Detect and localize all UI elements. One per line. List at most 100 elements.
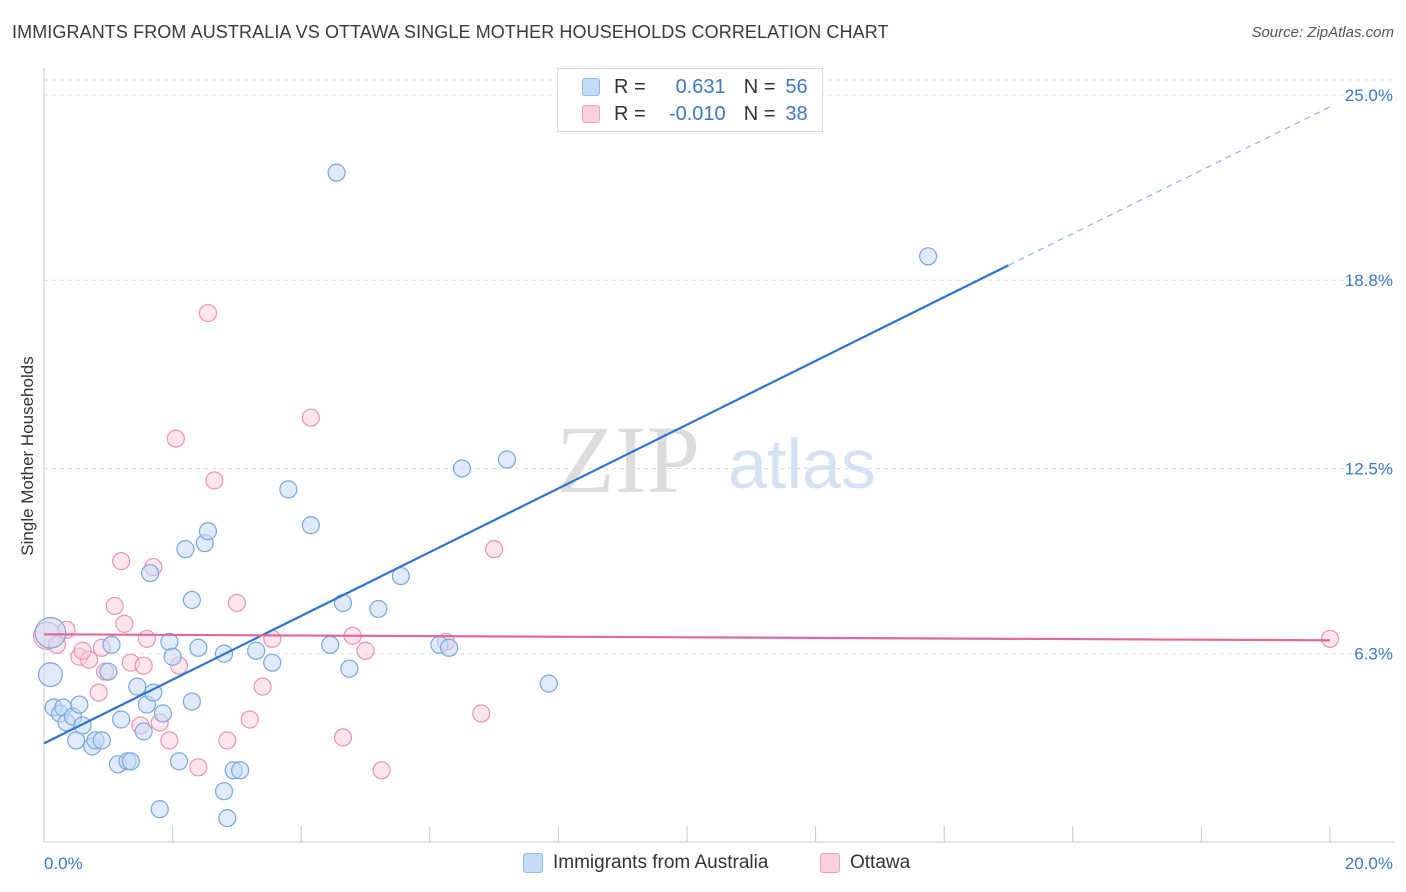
point-australia [452,459,472,478]
point-ottawa [105,596,124,616]
point-australia [214,782,234,801]
point-australia [99,662,118,681]
bottom-legend-australia: Immigrants from Australia [523,852,768,874]
point-australia [140,563,160,583]
point-australia [121,752,140,771]
legend-r-label: R = [614,102,646,125]
point-ottawa [198,303,218,323]
point-australia [218,808,237,828]
point-ottawa [115,614,134,633]
point-australia [231,761,250,780]
trend-line-australia-extension [1008,106,1331,266]
point-australia [327,163,346,182]
grid-lines [44,79,1395,655]
bottom-legend-swatch-ottawa [820,853,840,873]
point-australia [150,800,169,819]
point-australia [128,677,147,696]
point-australia [497,450,517,469]
y-tick-label: 18.8% [1345,271,1393,290]
legend-row-australia: R = 0.631 N = 56 [582,75,808,99]
point-ottawa [472,704,491,723]
point-australia [539,674,558,693]
correlation-legend: R = 0.631 N = 56 R = -0.010 N = 38 [557,68,823,132]
point-ottawa [227,593,246,613]
point-ottawa [166,429,185,448]
point-australia [340,659,359,678]
point-australia [92,731,111,750]
legend-r-value-australia: 0.631 [675,75,726,98]
watermark-atlas: atlas [728,425,876,503]
chart-title: IMMIGRANTS FROM AUSTRALIA VS OTTAWA SING… [12,22,889,42]
point-australia [439,638,459,657]
point-australia [102,635,121,654]
trend-line-ottawa [43,633,1331,642]
point-australia [37,662,63,688]
y-axis-label: Single Mother Households [18,356,37,556]
legend-r-value-ottawa: -0.010 [668,102,726,125]
x-tick-label: 0.0% [44,854,83,873]
point-australia [247,641,266,660]
tick-labels: 6.3% 12.5% 18.8% 25.0% 0.0% 20.0% [44,86,1393,873]
bottom-legend-ottawa: Ottawa [820,852,910,874]
points-ottawa [33,303,1340,780]
point-ottawa [253,677,272,696]
point-ottawa [89,683,108,702]
point-australia [70,695,89,714]
point-ottawa [205,471,224,490]
source-note: Source: ZipAtlas.com [1251,24,1394,41]
point-ottawa [301,408,320,427]
point-australia [112,710,131,729]
point-ottawa [356,641,375,660]
legend-n-value-australia: 56 [785,75,808,98]
point-australia [182,590,201,610]
bottom-legend-label-ottawa: Ottawa [850,852,911,873]
point-ottawa [485,540,504,559]
point-australia [134,722,153,741]
trend-line-australia [43,264,1009,745]
legend-r-label: R = [614,75,646,98]
y-tick-label: 6.3% [1354,645,1393,664]
point-australia [369,599,388,619]
legend-swatch-australia [582,78,600,96]
point-australia [279,480,298,499]
point-ottawa [218,731,237,750]
point-australia [176,540,195,559]
axes [43,68,1395,843]
watermark: ZIP atlas [556,406,876,513]
point-australia [182,692,201,711]
watermark-zip: ZIP [556,406,700,513]
point-ottawa [73,641,92,660]
legend-swatch-ottawa [582,105,600,123]
legend-n-label: N = [743,75,776,98]
point-ottawa [112,552,131,571]
point-australia [198,522,218,541]
legend-n-value-ottawa: 38 [785,102,808,125]
point-australia [919,247,938,266]
point-australia [34,616,67,649]
legend-row-ottawa: R = -0.010 N = 38 [582,102,808,126]
point-ottawa [372,761,391,780]
point-australia [301,516,320,535]
point-ottawa [240,710,259,729]
point-ottawa [137,629,156,648]
points-australia [34,163,938,828]
point-australia [153,704,173,723]
bottom-legend-label-australia: Immigrants from Australia [553,852,769,873]
point-australia [67,731,86,750]
point-australia [321,635,340,654]
point-australia [163,647,182,666]
y-tick-label: 25.0% [1345,86,1393,105]
point-australia [169,752,189,771]
point-ottawa [333,728,353,747]
y-tick-label: 12.5% [1345,459,1393,478]
bottom-legend-swatch-australia [523,853,543,873]
point-ottawa [160,731,179,750]
point-ottawa [189,758,208,777]
point-ottawa [134,656,153,675]
x-tick-label: 20.0% [1345,854,1393,873]
legend-n-label: N = [743,102,776,125]
point-ottawa [1320,629,1340,648]
point-australia [263,653,282,672]
point-australia [189,638,208,657]
